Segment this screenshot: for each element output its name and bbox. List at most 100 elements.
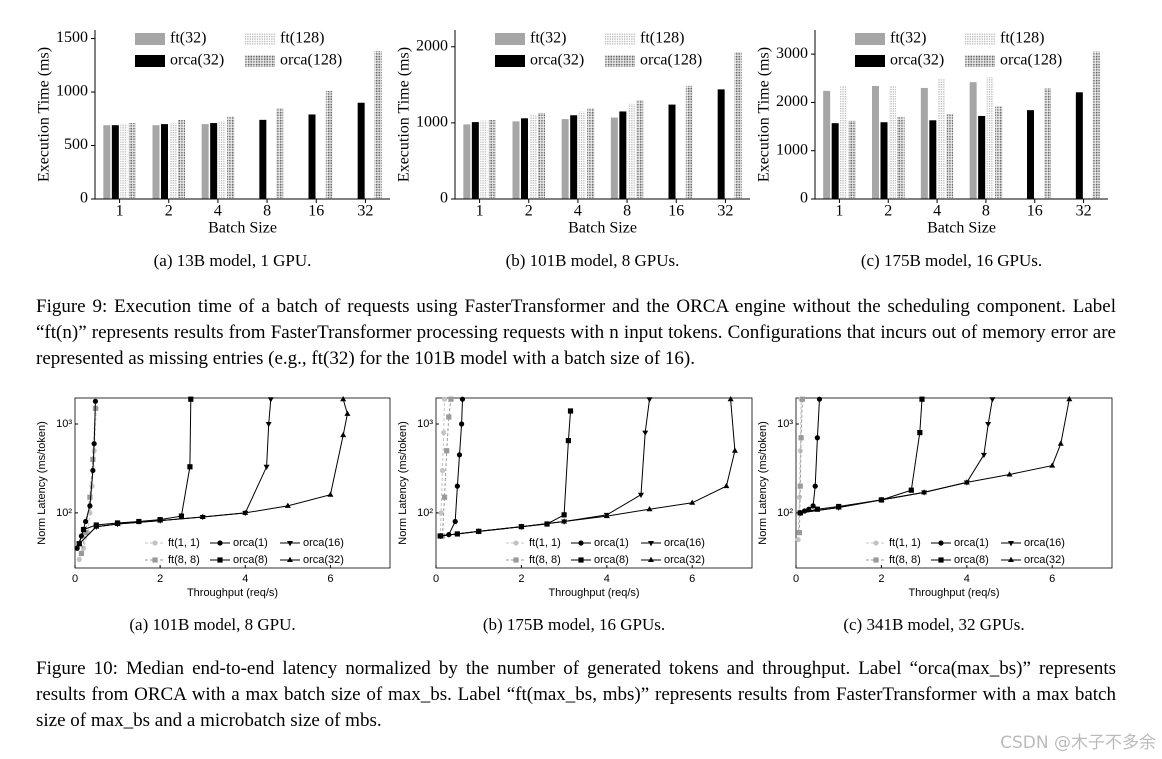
point: [263, 464, 270, 470]
legend-marker: [287, 556, 293, 562]
series-line: [78, 399, 272, 545]
y-axis-label: Norm Latency (ms/token): [36, 421, 48, 544]
legend-swatch: [965, 55, 995, 67]
axis: [454, 30, 750, 200]
point: [199, 513, 206, 519]
x-tick-label: 6: [327, 573, 333, 585]
x-tick-label: 16: [1027, 203, 1043, 220]
x-axis-label: Batch Size: [927, 220, 996, 237]
bar: [840, 86, 848, 199]
bar: [880, 122, 888, 199]
point: [812, 483, 818, 489]
bar: [995, 106, 1003, 199]
point: [561, 518, 568, 524]
bar: [831, 123, 839, 199]
point: [267, 397, 274, 403]
legend-label: ft(128): [1000, 30, 1044, 47]
point: [76, 540, 83, 546]
legend-label: orca(32): [170, 52, 224, 69]
point: [689, 499, 696, 505]
x-axis-label: Batch Size: [568, 220, 637, 237]
bar: [823, 90, 831, 199]
x-tick-label: 2: [525, 203, 533, 220]
point: [1057, 440, 1064, 446]
legend-marker: [1008, 556, 1014, 562]
point: [797, 483, 803, 489]
x-tick-label: 32: [1076, 203, 1092, 220]
legend-label: orca(32): [530, 52, 584, 69]
point: [561, 512, 567, 518]
point: [90, 456, 96, 462]
point: [1066, 396, 1073, 402]
watermark: CSDN @木子不多余: [1000, 733, 1156, 753]
x-tick-label: 0: [72, 573, 78, 585]
bar: [587, 108, 595, 199]
point: [799, 396, 806, 402]
point: [796, 530, 803, 536]
series-line: [440, 399, 650, 537]
series-line: [440, 399, 736, 537]
legend-label: orca(8): [594, 554, 629, 566]
series-line: [440, 410, 571, 537]
point: [646, 506, 653, 512]
subcaption: (a) 101B model, 8 GPU.: [129, 615, 295, 634]
bar: [717, 89, 725, 199]
bar: [308, 114, 316, 199]
point: [642, 430, 649, 436]
bar: [276, 108, 284, 199]
legend-label: ft(32): [170, 30, 206, 47]
point: [439, 467, 446, 474]
point: [921, 489, 928, 495]
bar: [872, 86, 879, 199]
bar: [889, 85, 896, 199]
subcaption: (b) 101B model, 8 GPUs.: [506, 251, 680, 270]
bar: [946, 114, 954, 199]
series-line: [800, 399, 820, 514]
plot-frame: [435, 397, 753, 569]
y-tick-label: 0: [800, 190, 808, 207]
y-tick-label: 10²: [777, 507, 793, 519]
bar: [201, 124, 209, 199]
legend-marker: [152, 557, 158, 563]
legend-marker: [873, 557, 879, 563]
x-tick-label: 4: [604, 573, 610, 585]
bar: [325, 90, 333, 199]
x-tick-label: 4: [214, 203, 222, 220]
x-tick-label: 32: [717, 203, 733, 220]
x-axis-label: Batch Size: [208, 220, 277, 237]
y-tick-label: 10³: [417, 418, 433, 430]
y-tick-label: 10³: [777, 418, 793, 430]
point: [344, 410, 351, 416]
bar: [178, 119, 185, 199]
point: [242, 509, 249, 515]
point: [878, 496, 885, 502]
y-tick-label: 10²: [417, 507, 433, 519]
bar: [488, 119, 496, 199]
x-tick-label: 6: [1049, 573, 1055, 585]
plot-frame: [795, 397, 1113, 569]
x-axis-label: Throughput (req/s): [548, 587, 639, 599]
bar: [1075, 92, 1083, 199]
x-tick-label: 4: [242, 573, 248, 585]
point: [810, 503, 816, 509]
legend-marker: [648, 541, 654, 547]
point: [727, 396, 734, 402]
legend-marker: [513, 540, 519, 546]
bar: [561, 119, 569, 199]
legend-swatch: [855, 33, 885, 45]
y-tick-label: 10²: [56, 507, 72, 519]
legend-marker: [217, 540, 223, 546]
legend-label: ft(1, 1): [889, 537, 921, 549]
y-tick-label: 1000: [56, 83, 88, 100]
y-tick-label: 0: [440, 190, 448, 207]
figure-caption: Figure 10: Median end-to-end latency nor…: [36, 658, 1116, 731]
bar: [969, 82, 977, 199]
legend-label: orca(16): [1024, 537, 1065, 549]
bar: [570, 115, 578, 199]
point: [90, 467, 96, 474]
legend-label: orca(16): [303, 537, 344, 549]
point: [816, 396, 823, 402]
point: [340, 396, 347, 402]
